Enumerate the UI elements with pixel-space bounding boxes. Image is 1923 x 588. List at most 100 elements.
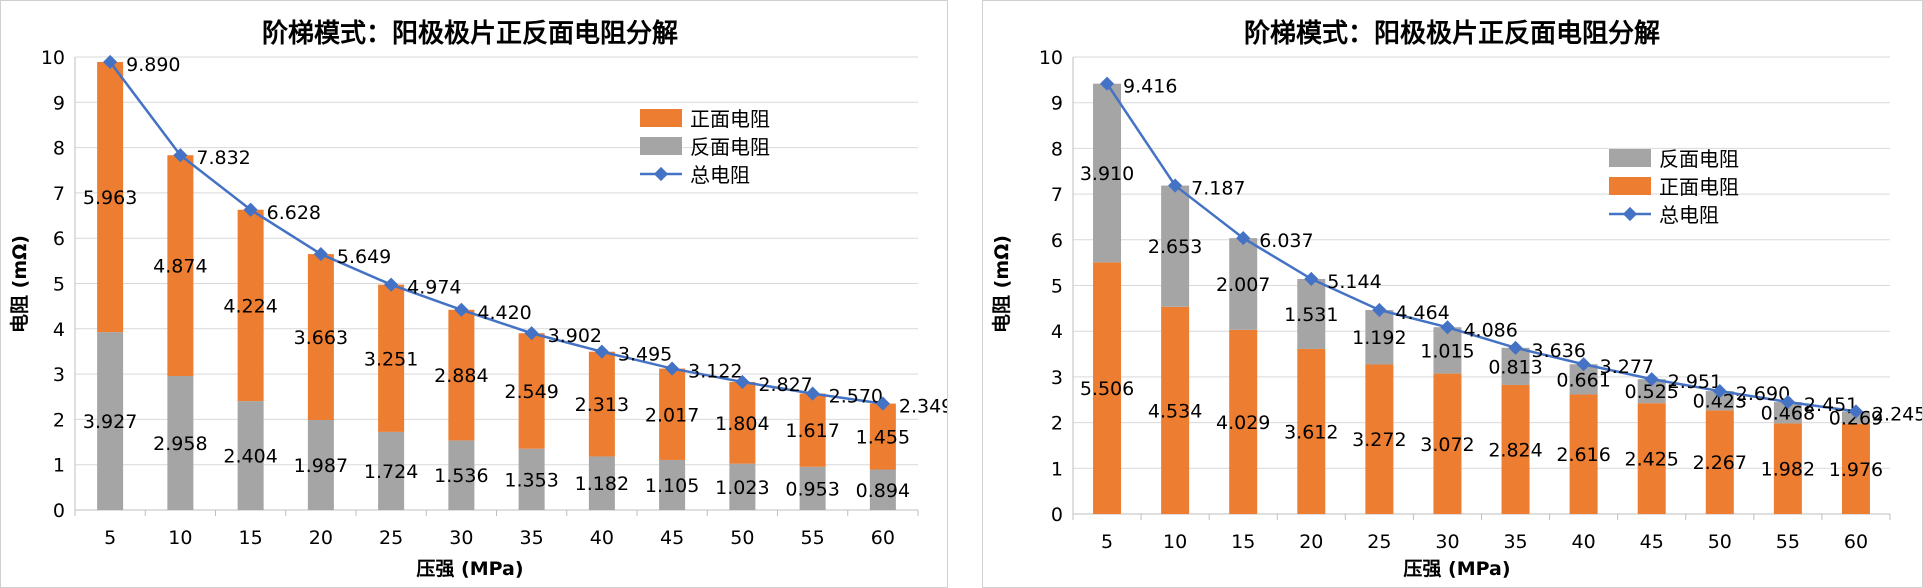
chart2-bar-data-label: 1.982 [1761,459,1815,481]
chart1-total-data-label: 9.890 [126,54,180,76]
chart2-y-tick-label: 10 [1039,47,1063,69]
chart2-bar-data-label: 5.506 [1080,378,1134,400]
chart1-total-marker [313,247,328,262]
chart1-bar-back [799,466,826,510]
chart1-y-tick-label: 5 [53,274,65,296]
chart2-legend-label: 总电阻 [1659,203,1719,227]
chart1-bar-front [448,309,475,441]
chart2-x-tick-label: 55 [1776,531,1800,553]
chart2-x-tick-label: 30 [1435,531,1459,553]
chart2-bar-data-label: 2.007 [1216,274,1270,296]
chart2-legend-label: 正面电阻 [1659,175,1739,199]
chart2-total-marker [1168,178,1183,193]
chart2-bar-front [1569,394,1598,514]
chart2-x-tick-label: 20 [1299,531,1323,553]
chart1-total-marker [524,326,539,341]
chart2-y-tick-label: 8 [1051,138,1063,160]
chart1-bar-data-label: 1.804 [715,413,769,435]
chart1-x-tick-label: 45 [660,527,684,549]
chart1-legend-label: 正面电阻 [690,107,770,131]
chart1-y-axis-title: 电阻 (mΩ) [8,235,31,333]
chart2-bar-data-label: 0.269 [1829,408,1883,430]
chart2-total-data-label: 9.416 [1123,76,1177,98]
chart1-total-data-label: 5.649 [337,246,391,268]
chart2-bar-front [1637,403,1666,514]
chart1-x-tick-label: 10 [168,527,192,549]
chart1-bar-front [729,381,756,464]
chart1-total-data-label: 3.902 [548,325,602,347]
chart1-bar-data-label: 2.549 [504,381,558,403]
chart2-bar-data-label: 3.272 [1352,429,1406,451]
chart1-total-data-label: 7.832 [196,147,250,169]
chart-panel-right: 阶梯模式：阳极极片正反面电阻分解 0 1 2 3 4 5 6 7 8 9 10 5 10 15 20 25 30 3… [982,0,1923,588]
chart1-bar-data-label: 2.884 [434,365,488,387]
chart2-y-tick-label: 1 [1051,458,1063,480]
chart2-total-data-label: 2.245 [1872,403,1923,425]
chart2-bar-front [1161,306,1190,514]
chart2-bar-back [1433,327,1462,374]
chart2-bar-data-label: 3.612 [1284,421,1338,443]
chart2-y-tick-label: 3 [1051,367,1063,389]
chart1-x-tick-label: 15 [239,527,263,549]
chart2-total-marker [1780,394,1795,410]
chart1-bar-data-label: 1.023 [715,477,769,499]
chart2-bar-front [1705,410,1734,514]
chart1-total-data-label: 2.827 [758,374,812,396]
chart1-y-tick-label: 9 [53,92,65,114]
chart1-y-tick-label: 2 [53,409,65,431]
chart1-bar-front [167,155,194,377]
chart2-total-data-label: 2.951 [1668,371,1722,393]
chart1-bar-data-label: 3.663 [294,327,348,349]
chart2-x-tick-label: 15 [1231,531,1255,553]
chart2-total-marker [1440,320,1455,335]
chart2-x-tick-label: 40 [1572,531,1596,553]
chart2-bar-data-label: 0.423 [1693,391,1747,413]
chart1-total-data-label: 4.420 [477,302,531,324]
chart1-total-marker [665,361,680,376]
chart1-x-tick-label: 25 [379,527,403,549]
chart2-bar-back [1773,402,1802,424]
chart1-bar-front [799,393,826,467]
chart2-total-marker [1576,357,1591,372]
chart1-x-tick-label: 35 [520,527,544,549]
chart1-bar-data-label: 0.894 [856,480,910,502]
chart2-bar-data-label: 1.015 [1420,340,1474,362]
chart1-y-tick-label: 0 [53,500,65,522]
chart2-total-data-label: 4.464 [1395,302,1449,324]
chart2-x-tick-label: 25 [1367,531,1391,553]
chart1-bar-data-label: 4.224 [223,295,277,317]
chart2-bar-back [1365,309,1394,365]
chart2-total-data-label: 4.086 [1463,319,1517,341]
chart1-bar-back [869,469,896,510]
chart2-bar-data-label: 2.653 [1148,236,1202,258]
chart1-x-axis-title: 压强 (MPa) [416,558,523,580]
chart1-bar-back [167,376,194,510]
chart2-y-tick-label: 6 [1051,230,1063,252]
chart2-y-tick-label: 7 [1051,184,1063,206]
chart2-total-marker [1304,271,1319,286]
chart1-total-marker [594,344,609,359]
chart1-total-marker [454,302,469,317]
chart1-total-marker [805,386,820,401]
chart2-bar-data-label: 2.267 [1693,452,1747,474]
chart1-bar-data-label: 1.536 [434,465,488,487]
chart1-total-marker [735,374,750,390]
chart1-bar-back [518,448,545,510]
chart1-bar-front [518,333,545,449]
chart1-bar-data-label: 4.874 [153,256,207,278]
chart2-total-data-label: 2.690 [1736,383,1790,405]
chart1-legend-marker [653,166,669,182]
chart1-x-tick-label: 40 [590,527,614,549]
chart1-y-tick-label: 10 [41,47,65,69]
chart1-y-tick-label: 3 [53,364,65,386]
chart2-bar-data-label: 2.616 [1556,444,1610,466]
chart2-bar-data-label: 0.525 [1625,381,1679,403]
chart1-bar-front [378,284,405,432]
chart2-total-data-label: 6.037 [1259,230,1313,252]
chart1-total-data-label: 2.349 [899,396,948,418]
chart1-y-tick-label: 8 [53,138,65,160]
chart1-bar-data-label: 1.105 [645,475,699,497]
chart1-bar-data-label: 2.017 [645,404,699,426]
chart2-legend-swatch [1609,149,1651,167]
chart2-total-data-label: 3.636 [1532,340,1586,362]
